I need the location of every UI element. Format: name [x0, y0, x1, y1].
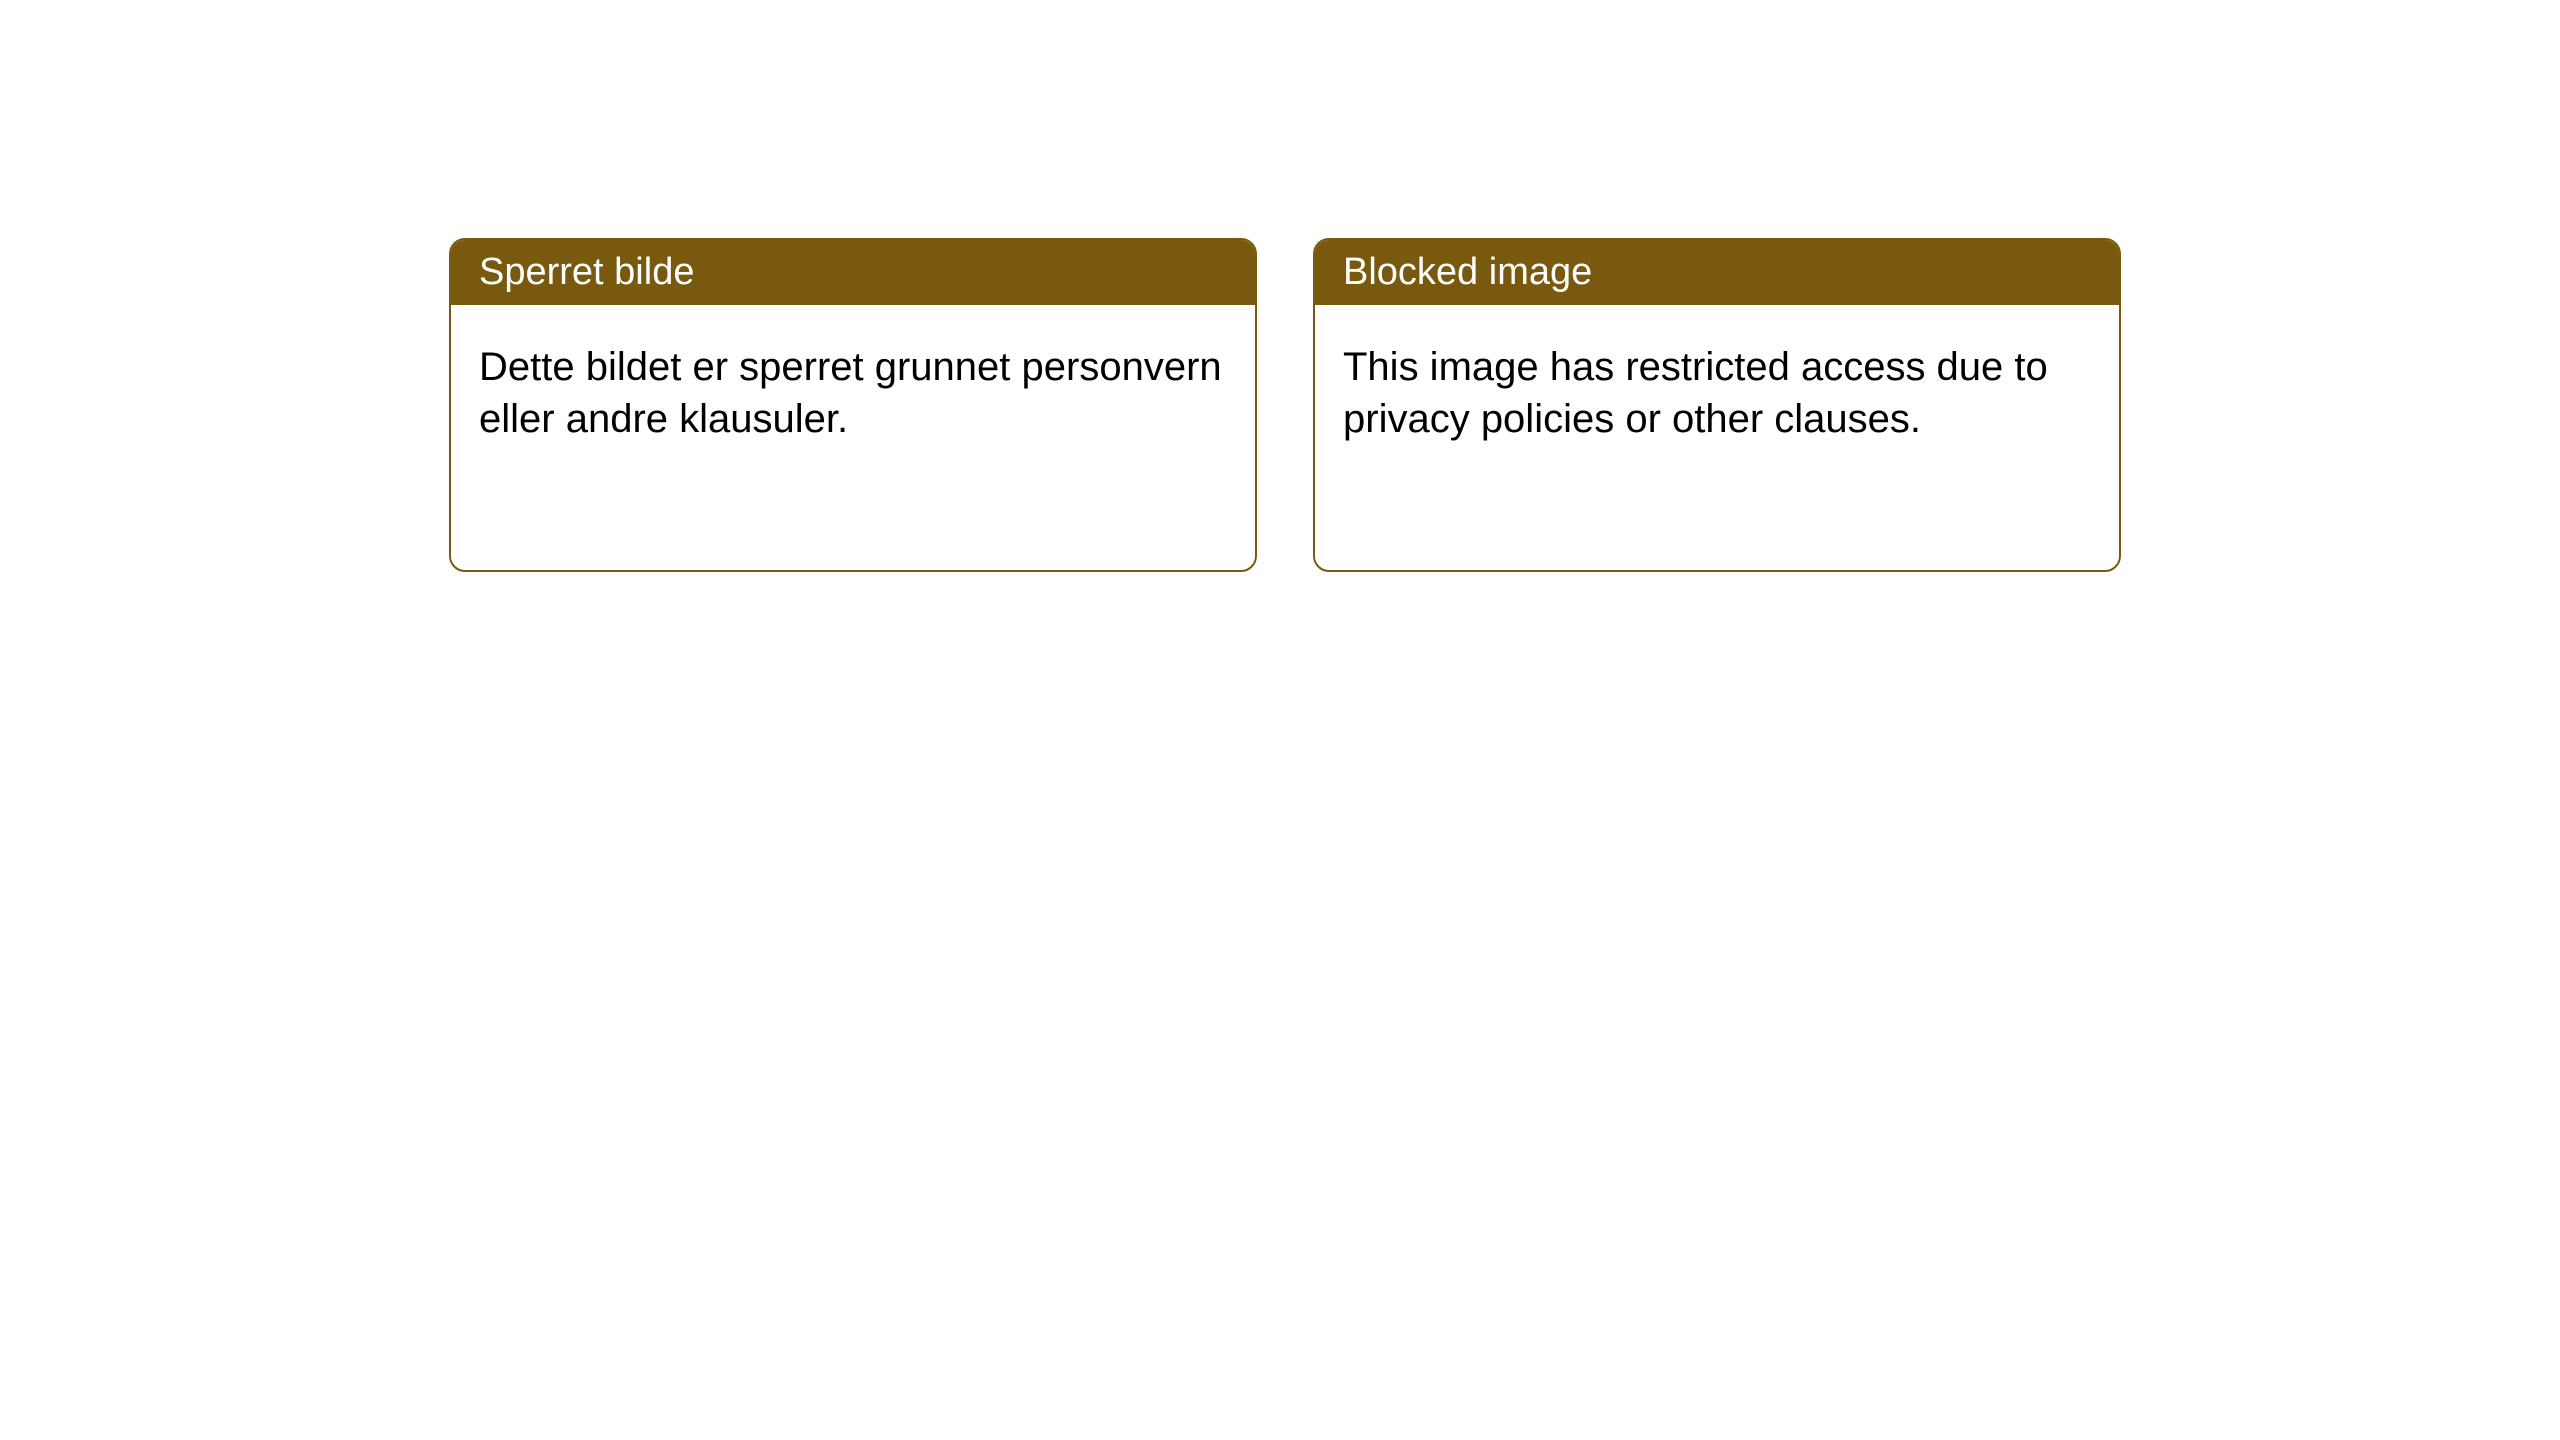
card-body-text: This image has restricted access due to … [1343, 345, 2048, 441]
card-header: Sperret bilde [451, 240, 1255, 305]
card-title: Sperret bilde [479, 251, 694, 293]
card-title: Blocked image [1343, 251, 1592, 293]
cards-container: Sperret bilde Dette bildet er sperret gr… [0, 0, 2560, 572]
card-norwegian: Sperret bilde Dette bildet er sperret gr… [449, 238, 1257, 572]
card-header: Blocked image [1315, 240, 2119, 305]
card-body: This image has restricted access due to … [1315, 305, 2119, 481]
card-english: Blocked image This image has restricted … [1313, 238, 2121, 572]
card-body-text: Dette bildet er sperret grunnet personve… [479, 345, 1222, 441]
card-body: Dette bildet er sperret grunnet personve… [451, 305, 1255, 481]
